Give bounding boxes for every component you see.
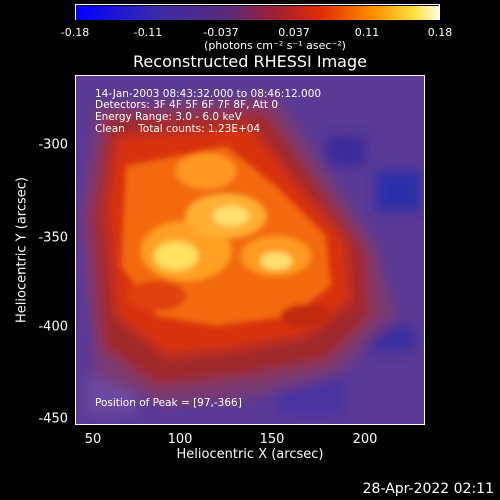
colorbar-units: (photons cm⁻² s⁻¹ asec⁻²) — [204, 39, 346, 52]
x-tick-label: 100 — [167, 432, 193, 447]
y-tick-label: -400 — [38, 319, 68, 335]
colorbar-gradient — [76, 6, 439, 20]
rhessi-image-panel — [75, 75, 425, 425]
datestamp: 28-Apr-2022 02:11 — [362, 481, 494, 497]
rhessi-image — [76, 76, 424, 424]
x-tick-label: 200 — [352, 432, 378, 447]
colorbar-tick-label: 0.11 — [354, 26, 380, 39]
x-axis-label: Heliocentric X (arcsec) — [176, 447, 324, 462]
x-tick-label: 150 — [259, 432, 285, 447]
colorbar-tick-label: -0.11 — [133, 26, 163, 39]
x-tick-label: 50 — [84, 432, 102, 447]
info-energy-range: Energy Range: 3.0 - 6.0 keV — [95, 111, 242, 123]
colorbar — [75, 4, 440, 20]
colorbar-tick-label: 0.18 — [427, 26, 453, 39]
y-tick-label: -450 — [38, 411, 68, 427]
info-peak-position: Position of Peak = [97,-366] — [95, 397, 242, 409]
image-title: Reconstructed RHESSI Image — [133, 52, 367, 71]
y-tick-label: -350 — [38, 230, 68, 246]
info-detectors: Detectors: 3F 4F 5F 6F 7F 8F, Att 0 — [95, 99, 279, 111]
colorbar-tick-label: -0.18 — [60, 26, 90, 39]
y-axis-label: Heliocentric Y (arcsec) — [14, 177, 30, 323]
colorbar-tick-label: 0.037 — [278, 26, 310, 39]
y-tick-label: -300 — [38, 137, 68, 153]
info-clean-counts: Clean Total counts: 1.23E+04 — [95, 123, 261, 135]
colorbar-tick-label: -0.037 — [203, 26, 239, 39]
info-time-range: 14-Jan-2003 08:43:32.000 to 08:46:12.000 — [95, 88, 322, 100]
